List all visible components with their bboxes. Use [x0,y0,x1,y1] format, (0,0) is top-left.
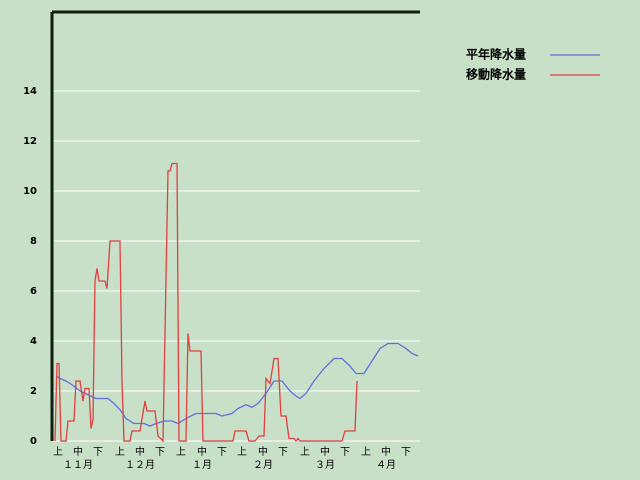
x-tick-label: 中 [258,445,268,458]
x-tick-label: 上 [176,446,186,458]
month-label: ２月 [253,459,273,471]
y-tick-label: 12 [23,136,37,147]
x-tick-label: 下 [217,447,227,458]
x-tick-label: 中 [197,445,207,458]
x-tick-label: 下 [155,447,165,458]
series-line [54,162,358,443]
x-tick-label: 下 [401,447,411,458]
y-tick-label: 4 [30,336,37,347]
y-tick-label: 8 [30,236,37,247]
legend-label: 平年降水量 [466,47,526,62]
x-tick-label: 中 [320,445,330,458]
x-tick-label: 下 [278,447,288,458]
month-label: １月 [192,459,212,471]
y-tick-label: 10 [23,186,37,197]
x-tick-label: 下 [93,447,103,458]
series-line [55,342,419,427]
x-tick-label: 中 [73,445,83,458]
x-tick-label: 上 [300,446,310,458]
y-tick-label: 0 [30,436,37,447]
x-tick-label: 上 [361,446,371,458]
month-label: ４月 [376,459,396,471]
x-tick-label: 中 [135,445,145,458]
x-tick-label: 上 [115,446,125,458]
month-label: １１月 [63,459,93,471]
y-tick-label: 6 [30,286,37,297]
x-tick-label: 中 [381,445,391,458]
y-tick-label: 2 [30,386,37,397]
x-tick-label: 上 [237,446,247,458]
x-tick-label: 下 [340,447,350,458]
month-label: １２月 [125,459,155,471]
month-label: ３月 [315,459,335,471]
y-tick-label: 14 [23,86,37,97]
x-tick-label: 上 [53,446,63,458]
legend-label: 移動降水量 [466,67,526,82]
